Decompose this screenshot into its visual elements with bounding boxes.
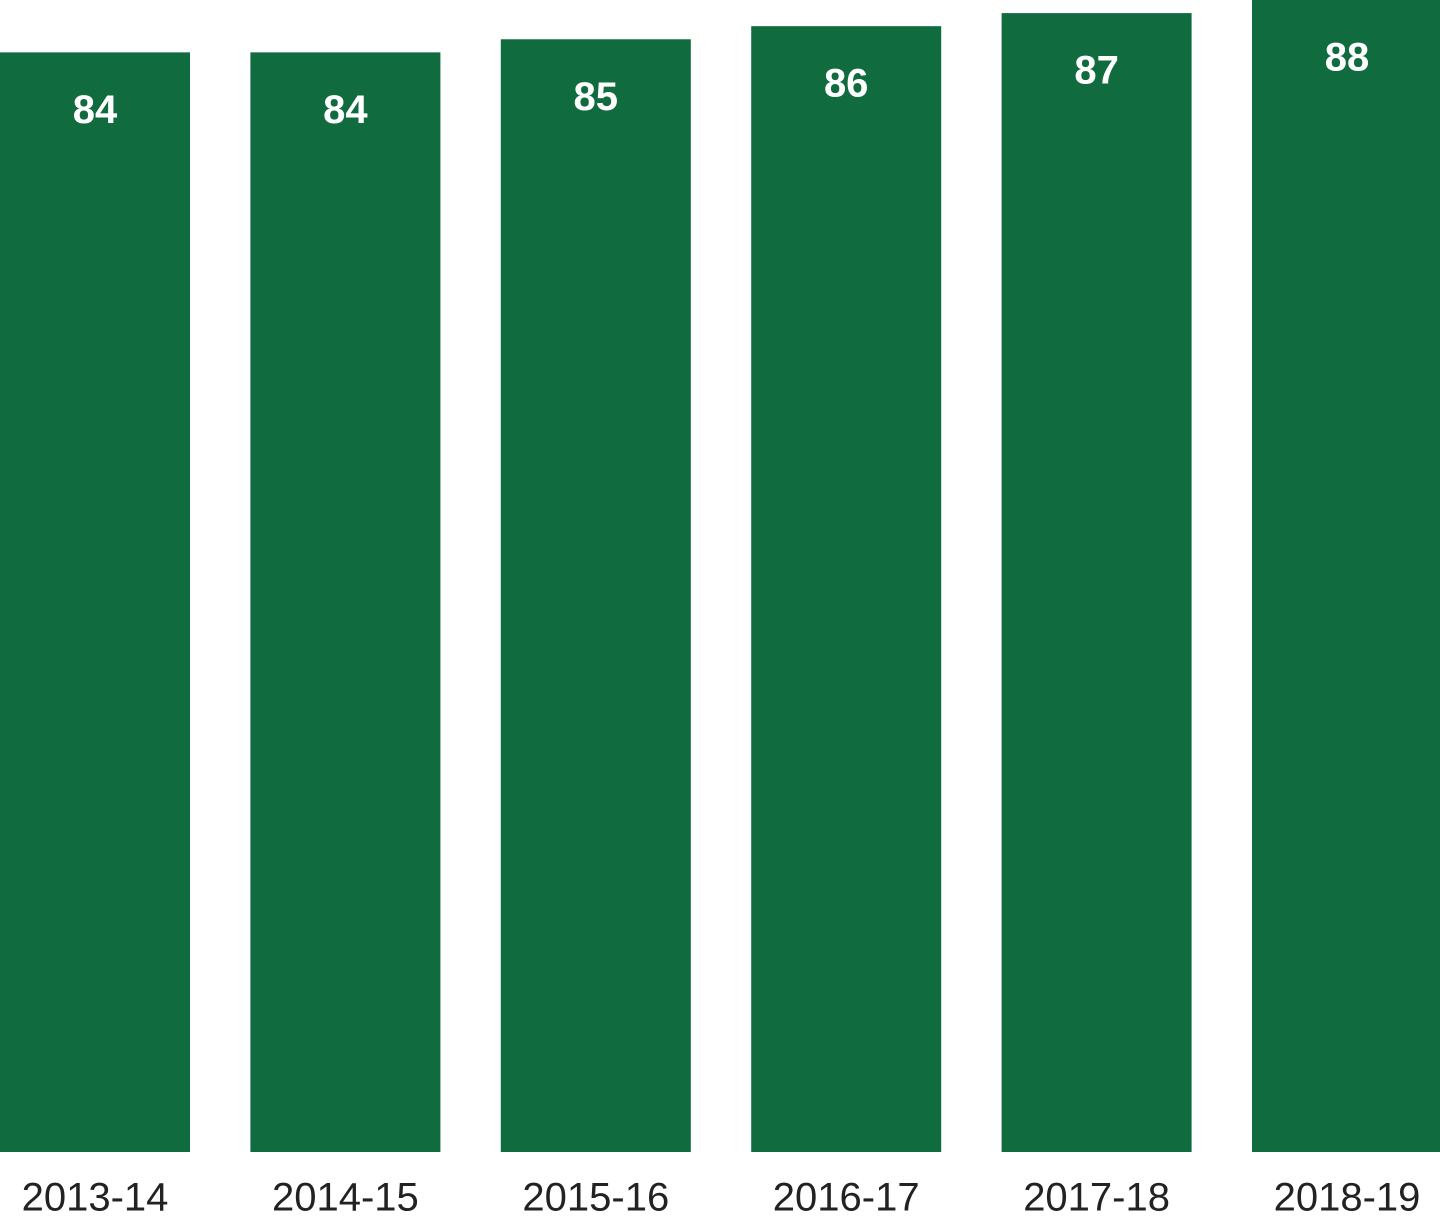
value-label: 85: [574, 75, 619, 119]
x-tick-label: 2013-14: [22, 1176, 169, 1217]
x-tick-label: 2016-17: [773, 1176, 920, 1217]
x-tick-label: 2017-18: [1023, 1176, 1170, 1217]
bar: [1001, 13, 1192, 1152]
x-tick-label: 2014-15: [272, 1176, 419, 1217]
x-tick-label: 2015-16: [522, 1176, 669, 1217]
bar: [0, 52, 190, 1152]
bar: [751, 26, 942, 1153]
value-label: 88: [1325, 36, 1370, 80]
value-label: 84: [323, 88, 368, 132]
bar: [250, 52, 441, 1152]
value-label: 86: [824, 62, 869, 106]
value-label: 84: [73, 88, 118, 132]
bar: [1252, 0, 1440, 1152]
x-tick-label: 2018-19: [1274, 1176, 1421, 1217]
bar: [500, 39, 691, 1153]
value-label: 87: [1074, 49, 1119, 93]
